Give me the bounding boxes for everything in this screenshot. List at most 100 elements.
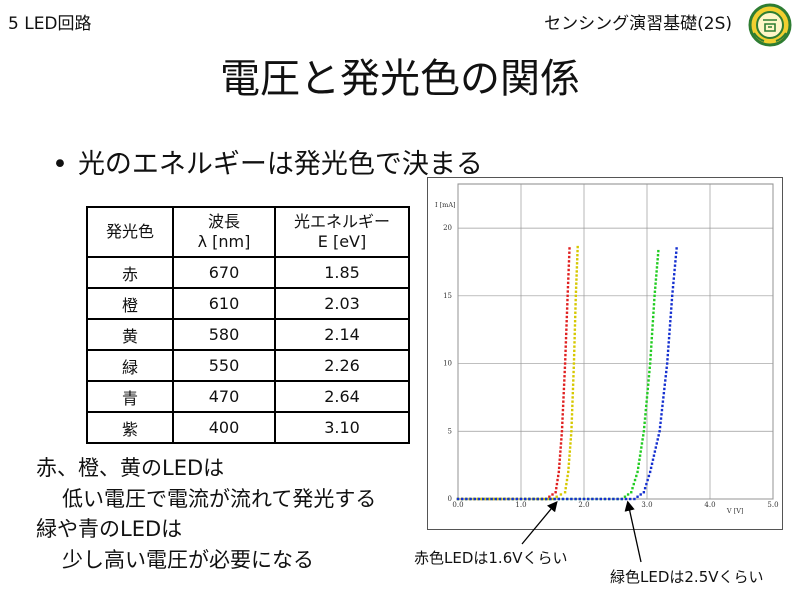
cell-energy: 1.85 (274, 256, 410, 289)
data-point (574, 307, 577, 310)
data-point (565, 328, 568, 331)
note-line: 緑や青のLEDは (36, 517, 183, 541)
explanation-notes: 赤、橙、黄のLEDは 低い電圧で電流が流れて発光する 緑や青のLEDは 少し高い電圧が… (36, 453, 376, 575)
cell-wavelength: 670 (172, 256, 276, 289)
data-point (660, 413, 663, 416)
header-wavelength: 波長 λ [nm] (172, 206, 276, 258)
data-point (673, 273, 676, 276)
data-point (669, 315, 672, 319)
data-point (665, 366, 668, 369)
data-point (456, 497, 460, 501)
y-tick-label: 5 (448, 427, 452, 435)
data-point (575, 270, 578, 273)
data-point (574, 303, 577, 306)
data-point (567, 255, 571, 259)
data-point (644, 413, 647, 416)
data-point (476, 497, 479, 501)
data-point (565, 320, 568, 323)
page-title: 電圧と発光色の関係 (220, 56, 580, 102)
data-point (570, 417, 574, 420)
data-point (651, 458, 655, 461)
cell-energy: 2.64 (274, 380, 410, 413)
data-point (671, 290, 674, 293)
data-point (638, 454, 642, 457)
cell-wavelength: 610 (172, 287, 276, 320)
data-point (653, 290, 657, 293)
data-point (661, 404, 664, 408)
data-point (563, 375, 566, 378)
data-point (646, 383, 650, 386)
data-point (567, 277, 570, 280)
data-point (548, 495, 551, 498)
data-point (671, 286, 675, 289)
data-point (543, 497, 546, 501)
data-point (659, 417, 663, 420)
data-point (494, 497, 497, 501)
data-point (651, 328, 654, 331)
data-point (656, 262, 659, 265)
data-point (670, 307, 673, 310)
header-color: 発光色 (86, 206, 174, 258)
data-point (629, 497, 632, 501)
data-point (557, 466, 561, 470)
x-tick-label: 1.0 (515, 501, 526, 509)
data-point (563, 370, 566, 374)
data-point (646, 387, 649, 391)
data-point (569, 438, 572, 441)
data-point (575, 278, 578, 281)
data-point (657, 249, 660, 253)
data-point (559, 442, 563, 445)
data-point (672, 277, 676, 280)
data-point (669, 311, 673, 314)
cell-color: 橙 (86, 287, 174, 320)
data-point (571, 404, 574, 408)
table-row: 緑 550 2.26 (86, 349, 410, 382)
cell-wavelength: 550 (172, 349, 276, 382)
data-point (658, 425, 662, 429)
data-point (649, 466, 653, 470)
data-point (632, 482, 635, 486)
cell-color: 赤 (86, 256, 174, 289)
data-point (568, 446, 572, 449)
data-point (562, 400, 565, 403)
data-point (565, 311, 569, 314)
data-point (554, 491, 557, 494)
data-point (563, 362, 567, 365)
data-point (636, 466, 640, 470)
data-point (573, 349, 576, 353)
y-tick-label: 20 (443, 224, 452, 232)
note-line: 少し高い電圧が必要になる (62, 547, 314, 572)
data-point (561, 404, 565, 408)
data-point (561, 408, 565, 412)
data-point (564, 349, 567, 353)
data-point (573, 336, 576, 340)
data-point (567, 458, 571, 461)
x-tick-label: 5.0 (767, 501, 778, 509)
data-point (565, 482, 568, 486)
data-point (674, 255, 678, 259)
data-point (650, 336, 654, 340)
data-point (656, 258, 659, 261)
data-point (482, 497, 485, 501)
data-point (553, 497, 556, 501)
data-point (564, 336, 568, 340)
data-point (556, 478, 559, 482)
bullet-text: 光のエネルギーは発光色で決まる (77, 149, 483, 180)
data-point (660, 408, 664, 412)
data-point (566, 497, 569, 501)
data-point (558, 454, 562, 457)
table-header-row: 発光色 波長 λ [nm] 光エネルギー E [eV] (86, 206, 410, 258)
data-point (558, 462, 561, 465)
data-point (578, 497, 581, 501)
data-point (560, 430, 564, 433)
data-point (572, 362, 576, 365)
note-line: 低い電圧で電流が流れて発光する (62, 486, 377, 511)
course-title: センシング演習基礎(2S) (544, 14, 732, 34)
data-point (623, 495, 627, 498)
data-point (654, 446, 658, 449)
data-point (562, 383, 566, 386)
annotation-red-led: 赤色LEDは1.6Vくらい (414, 549, 568, 567)
data-point (568, 247, 571, 250)
data-point (620, 497, 623, 501)
data-point (496, 497, 499, 501)
